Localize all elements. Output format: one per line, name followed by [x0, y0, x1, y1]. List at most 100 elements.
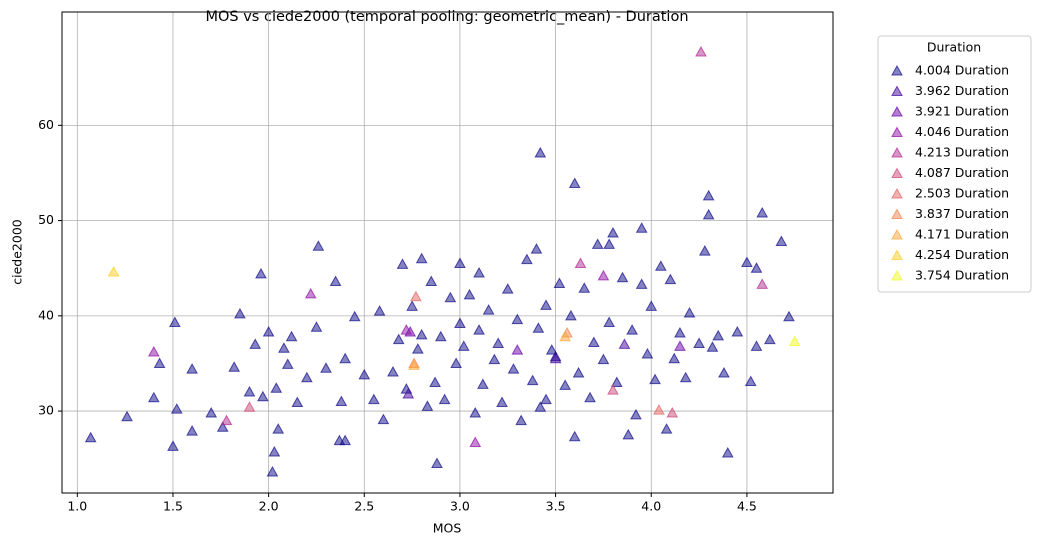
point [750, 340, 763, 351]
legend-marker [891, 187, 903, 199]
point [121, 410, 133, 422]
point [281, 358, 294, 369]
point [249, 338, 262, 349]
x-tick-label: 1.5 [163, 499, 183, 514]
point [568, 430, 581, 442]
point [511, 313, 524, 325]
point [649, 373, 661, 385]
point [674, 326, 686, 338]
point [421, 400, 434, 411]
point [234, 307, 246, 319]
legend-marker [891, 64, 903, 76]
point [320, 362, 332, 373]
legend-marker [891, 269, 903, 281]
point [635, 222, 648, 233]
point [262, 326, 275, 337]
point [750, 262, 763, 273]
point [603, 316, 616, 328]
point [702, 208, 715, 220]
legend-box [877, 35, 1032, 293]
x-tick-label: 4.0 [641, 499, 661, 514]
legend-marker [891, 228, 903, 240]
point [396, 258, 409, 269]
point [706, 341, 719, 352]
point [402, 387, 415, 399]
point [377, 413, 390, 425]
point [530, 243, 543, 254]
point [429, 376, 441, 388]
point [549, 352, 562, 364]
point [392, 333, 405, 345]
point [169, 316, 181, 328]
point [721, 446, 734, 458]
point [645, 300, 658, 311]
point [473, 266, 485, 278]
point [186, 425, 198, 436]
point [534, 146, 547, 158]
x-tick-label: 1.0 [67, 499, 87, 514]
plot-frame [61, 11, 834, 494]
point [626, 324, 638, 335]
legend-label: 4.046 Duration [915, 124, 1009, 139]
point [702, 189, 715, 201]
legend-marker [891, 249, 903, 260]
legend-marker [891, 105, 903, 117]
point [674, 340, 686, 351]
point [618, 338, 631, 349]
point [387, 366, 399, 377]
point [635, 278, 648, 289]
point [291, 396, 304, 408]
point [664, 273, 677, 285]
legend-label: 2.503 Duration [915, 186, 1009, 201]
point [693, 337, 705, 348]
point [482, 304, 495, 315]
point [243, 386, 256, 397]
point [454, 257, 466, 268]
point [335, 395, 348, 407]
point [243, 401, 256, 412]
point [444, 291, 457, 303]
point [545, 344, 558, 355]
legend-marker [891, 167, 903, 178]
point [408, 359, 420, 370]
point [668, 352, 681, 364]
x-tick-label: 3.5 [546, 499, 566, 514]
point [339, 434, 351, 446]
point [411, 343, 424, 354]
point [695, 45, 707, 57]
legend-label: 3.754 Duration [915, 268, 1009, 283]
y-tick-label: 60 [38, 117, 54, 132]
legend-label: 4.254 Duration [915, 247, 1009, 262]
point [469, 406, 482, 418]
point [463, 288, 476, 300]
point [515, 414, 528, 426]
point [473, 324, 485, 335]
point [438, 393, 451, 405]
legend-marker [891, 126, 903, 137]
y-axis-title: ciede2000 [10, 219, 25, 285]
point [775, 235, 788, 247]
legend-title: Duration [927, 40, 981, 55]
point [588, 336, 600, 348]
point [507, 363, 520, 374]
legend-marker [891, 146, 903, 158]
point [607, 384, 619, 395]
point [591, 238, 604, 249]
point [457, 340, 470, 351]
point [266, 466, 279, 477]
x-tick-label: 2.5 [354, 499, 374, 514]
point [698, 245, 711, 256]
point [783, 310, 795, 322]
point [641, 347, 654, 359]
point [454, 317, 466, 328]
point [410, 290, 422, 302]
point [501, 283, 514, 294]
x-tick-label: 3.0 [450, 499, 470, 514]
point [270, 382, 283, 393]
point [278, 342, 290, 353]
point [574, 257, 587, 268]
point [228, 361, 241, 372]
point [568, 177, 581, 188]
legend-label: 4.213 Duration [915, 145, 1009, 160]
point [329, 275, 342, 287]
